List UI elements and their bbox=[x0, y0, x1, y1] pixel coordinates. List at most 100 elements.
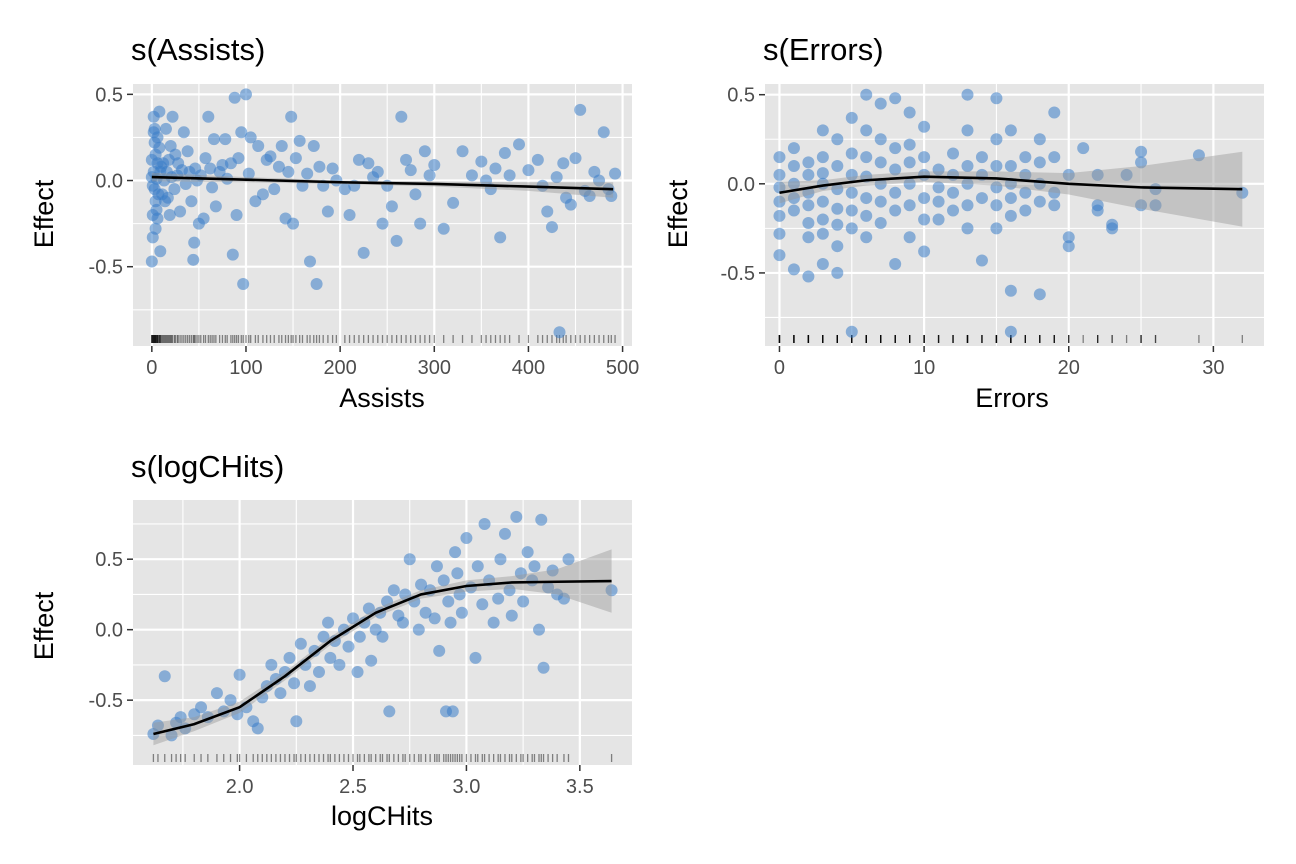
data-point bbox=[553, 326, 566, 339]
data-point bbox=[1062, 240, 1075, 253]
data-point bbox=[510, 510, 523, 523]
data-point bbox=[456, 145, 469, 158]
data-point bbox=[237, 277, 250, 290]
data-point bbox=[975, 254, 988, 267]
data-point bbox=[151, 212, 164, 225]
data-point bbox=[773, 227, 786, 240]
data-point bbox=[202, 110, 215, 123]
data-point bbox=[831, 183, 844, 196]
data-point bbox=[428, 612, 441, 625]
data-point bbox=[476, 598, 489, 611]
data-point bbox=[1077, 142, 1090, 155]
data-point bbox=[415, 578, 428, 591]
data-point bbox=[385, 200, 398, 213]
data-point bbox=[442, 595, 455, 608]
data-point bbox=[469, 651, 482, 664]
data-point bbox=[990, 222, 1003, 235]
data-point bbox=[478, 517, 491, 530]
data-point bbox=[163, 209, 176, 221]
data-point bbox=[177, 126, 190, 139]
data-point bbox=[149, 148, 162, 161]
data-point bbox=[932, 195, 945, 208]
x-axis-title: Assists bbox=[339, 383, 425, 413]
data-point bbox=[903, 138, 916, 151]
data-point bbox=[1048, 151, 1061, 164]
data-point bbox=[294, 637, 307, 650]
data-point bbox=[903, 106, 916, 119]
data-point bbox=[874, 195, 887, 208]
data-point bbox=[423, 169, 436, 182]
data-point bbox=[224, 694, 237, 707]
data-point bbox=[845, 168, 858, 181]
data-point bbox=[337, 623, 350, 636]
data-point bbox=[1019, 204, 1032, 217]
data-point bbox=[1019, 168, 1032, 181]
data-point bbox=[1004, 192, 1017, 205]
y-axis-title: Effect bbox=[663, 179, 693, 248]
data-point bbox=[932, 163, 945, 176]
data-point bbox=[383, 705, 396, 718]
data-point bbox=[787, 204, 800, 217]
data-point bbox=[174, 205, 187, 218]
data-point bbox=[455, 606, 468, 619]
data-point bbox=[505, 609, 518, 622]
data-point bbox=[282, 165, 295, 178]
data-point bbox=[310, 277, 323, 290]
data-point bbox=[219, 133, 232, 146]
data-point bbox=[961, 159, 974, 172]
y-axis-title: Effect bbox=[29, 179, 59, 248]
data-point bbox=[210, 687, 223, 700]
data-point bbox=[773, 151, 786, 164]
data-point bbox=[301, 167, 314, 180]
data-point bbox=[903, 199, 916, 212]
x-axis-title: logCHits bbox=[331, 801, 433, 831]
data-point bbox=[541, 205, 554, 218]
x-axis-title: Errors bbox=[975, 383, 1049, 413]
x-tick-label: 3.5 bbox=[566, 776, 594, 798]
smooth-line bbox=[151, 175, 614, 191]
data-point bbox=[475, 155, 488, 168]
data-point bbox=[802, 156, 815, 169]
data-point bbox=[287, 217, 300, 230]
data-point bbox=[165, 729, 178, 742]
data-point bbox=[503, 169, 516, 182]
data-point bbox=[528, 560, 541, 573]
data-point bbox=[362, 157, 375, 170]
data-point bbox=[437, 574, 450, 587]
data-point bbox=[187, 253, 200, 266]
data-point bbox=[151, 719, 164, 732]
data-point bbox=[816, 124, 829, 137]
data-point bbox=[446, 705, 459, 718]
data-point bbox=[288, 677, 301, 690]
data-point bbox=[961, 177, 974, 190]
data-point bbox=[174, 711, 187, 724]
data-point bbox=[353, 630, 366, 643]
data-point bbox=[1004, 325, 1017, 338]
x-tick-label: 300 bbox=[418, 357, 451, 379]
data-point bbox=[816, 195, 829, 208]
x-tick-label: 400 bbox=[512, 357, 545, 379]
data-point bbox=[918, 213, 931, 226]
data-point bbox=[352, 153, 365, 166]
x-tick-label: 500 bbox=[606, 357, 639, 379]
data-point bbox=[207, 133, 220, 146]
data-point bbox=[357, 246, 370, 259]
data-point bbox=[235, 126, 248, 139]
data-point bbox=[489, 162, 502, 175]
smooth-line bbox=[779, 175, 1243, 195]
data-point bbox=[918, 192, 931, 205]
data-point bbox=[317, 630, 330, 643]
data-point bbox=[1004, 284, 1017, 297]
y-tick-label: 0.0 bbox=[95, 620, 123, 642]
data-point bbox=[787, 192, 800, 205]
data-point bbox=[1019, 151, 1032, 164]
data-point bbox=[557, 592, 570, 605]
smooth-line bbox=[153, 579, 612, 736]
panel-title: s(logCHits) bbox=[131, 449, 284, 484]
data-point bbox=[371, 165, 384, 178]
data-point bbox=[447, 196, 460, 209]
data-point bbox=[1004, 124, 1017, 137]
data-point bbox=[961, 88, 974, 101]
data-point bbox=[188, 236, 201, 249]
data-point bbox=[264, 150, 277, 163]
